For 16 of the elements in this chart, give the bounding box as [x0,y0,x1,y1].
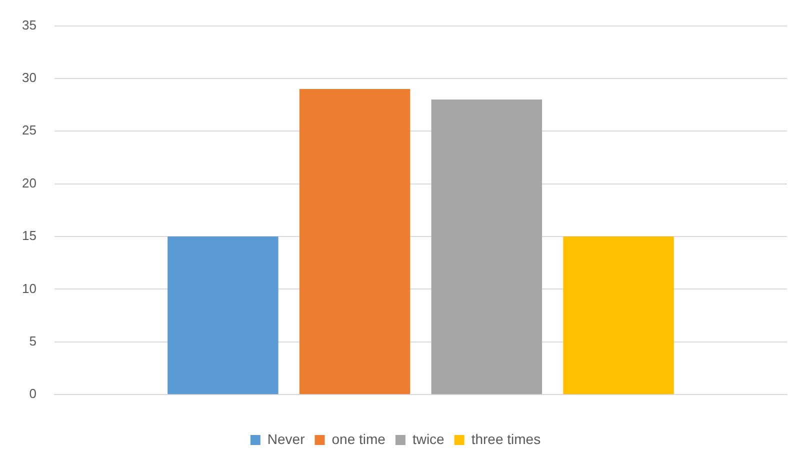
bar [431,100,542,394]
legend-label: Never [267,430,306,447]
y-tick-label: 35 [22,17,36,32]
y-tick-label: 25 [22,122,36,138]
legend-label: twice [412,430,445,447]
y-tick-label: 15 [22,228,36,244]
bar [299,89,410,394]
legend-label: three times [471,430,541,447]
legend-label: one time [332,430,386,447]
bar [563,236,674,394]
y-tick-label: 30 [22,70,36,86]
y-tick-label: 0 [29,386,36,402]
y-tick-label: 20 [22,175,36,190]
bar [168,236,278,394]
y-tick-label: 5 [29,333,36,348]
y-tick-label: 10 [22,280,36,296]
